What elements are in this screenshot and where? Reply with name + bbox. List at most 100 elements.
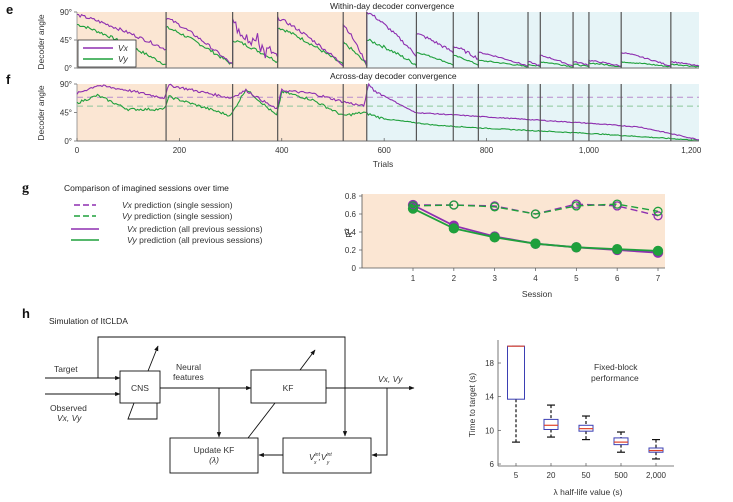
panel-e-plot: 0° 45° 90° [60, 8, 700, 73]
e-vx-line [77, 10, 700, 68]
box-xtick-label: 5 [514, 471, 519, 480]
vy-sup: int [327, 452, 333, 458]
box-ytick-label: 10 [485, 426, 494, 435]
cns-adapt-arrow [147, 345, 159, 372]
box-ylabel: Time to target (s) [467, 373, 477, 438]
f-xtick-label: 600 [377, 146, 391, 155]
f-xtick-label: 1,000 [579, 146, 600, 155]
box-ytick-label: 6 [490, 460, 495, 469]
vy-sub: y [326, 460, 330, 466]
kf-label: KF [283, 383, 294, 393]
box-xtick-label: 2,000 [646, 471, 667, 480]
f-ytick-label: 90° [60, 80, 72, 89]
legend-box [77, 39, 137, 68]
g-legend-label-1: Vy prediction (single session) [122, 211, 233, 221]
output-label: Vx, Vy [378, 374, 403, 384]
g-marker-3-5 [612, 243, 623, 255]
g-marker-3-4 [571, 242, 582, 253]
f-xtick-label: 800 [480, 146, 494, 155]
neural-label-2: features [173, 372, 204, 382]
kf-box [250, 369, 327, 404]
g-legend-rest: prediction (all previous sessions) [137, 235, 263, 245]
g-legend-italic: Vy [127, 235, 138, 245]
g-xtick-label: 5 [574, 274, 579, 283]
g-background [362, 194, 665, 268]
g-marker-3-6 [652, 245, 664, 257]
target-feedback-line [97, 336, 348, 437]
output-to-v-arrow [371, 388, 388, 458]
v-intent-box [282, 437, 372, 474]
g-legend-rest: prediction (single session) [132, 211, 233, 221]
panel-e-letter: e [6, 2, 13, 17]
panel-g-xlabel: Session [522, 289, 553, 299]
vx-sup: int [315, 452, 321, 458]
box-iqr-1 [543, 418, 559, 430]
v-intent-label: Vint x,Vint y [309, 452, 332, 466]
cns-box [119, 370, 161, 404]
g-marker-3-1 [448, 223, 459, 234]
diagram-labels: Target Observed Vx, Vy CNS Neural featur… [50, 362, 403, 466]
e-vy-line [76, 23, 700, 68]
g-ytick-label: 0.4 [345, 228, 357, 237]
observed-label: Observed [50, 403, 87, 413]
panel-g-ylabel: R2 [344, 228, 354, 238]
update-kf-box [169, 437, 259, 474]
e-shading-blue [366, 12, 699, 68]
box-ytick-label: 14 [485, 393, 494, 402]
f-shading-orange [77, 84, 367, 141]
box-ytick-label: 18 [485, 359, 494, 368]
f-ytick-label: 0° [64, 137, 72, 146]
box-iqr-0 [507, 345, 525, 400]
g-marker-3-2 [489, 232, 500, 243]
g-marker-1-2 [490, 202, 500, 212]
e-ytick-label: 90° [60, 8, 72, 17]
g-xtick-label: 7 [656, 274, 661, 283]
g-marker-0-6 [653, 211, 663, 221]
block-diagram [45, 336, 415, 474]
panel-f-title: Across-day decoder convergence [330, 71, 457, 81]
g-xtick-label: 3 [492, 274, 497, 283]
vx-sub: x [313, 460, 317, 466]
g-legend-italic: Vx [127, 224, 138, 234]
panel-g-plot: 0 0.2 0.4 0.6 0.8 1 2 3 4 5 6 7 [345, 192, 665, 283]
g-ytick-label: 0 [352, 264, 357, 273]
panel-f-xlabel: Trials [373, 159, 393, 169]
f-xtick-label: 200 [173, 146, 187, 155]
panel-e-title: Within-day decoder convergence [330, 1, 455, 11]
box-xtick-label: 20 [547, 471, 556, 480]
panel-g-title: Comparison of imagined sessions over tim… [64, 183, 229, 193]
g-legend-italic: Vy [122, 211, 133, 221]
g-marker-1-1 [449, 200, 459, 210]
panel-f-letter: f [6, 72, 11, 87]
e-ytick-label: 45° [60, 36, 72, 45]
g-legend-label-3: Vy prediction (all previous sessions) [127, 235, 263, 245]
target-label: Target [54, 364, 78, 374]
box-xtick-label: 50 [582, 471, 591, 480]
cns-loop-line [127, 402, 158, 420]
box-xtick-label: 500 [614, 471, 628, 480]
f-xtick-label: 1,200 [681, 146, 702, 155]
panel-f-ylabel: Decoder angle [36, 85, 46, 141]
g-marker-1-6 [653, 206, 663, 216]
f-xtick-label: 400 [275, 146, 289, 155]
update-kf-lambda: (λ) [209, 455, 219, 465]
g-xtick-label: 6 [615, 274, 620, 283]
g-legend-italic: Vx [122, 200, 133, 210]
f-xtick-label: 0 [75, 146, 80, 155]
g-marker-1-3 [530, 209, 541, 219]
g-marker-1-5 [612, 199, 622, 209]
panel-h-letter: h [22, 306, 30, 321]
g-xtick-label: 2 [452, 274, 457, 283]
panel-g-letter: g [22, 181, 29, 196]
panel-f-plot: 0° 45° 90° 0 200 400 600 800 1,000 1,200 [60, 80, 702, 155]
f-vy-line [76, 88, 700, 141]
box-title-2: performance [591, 373, 639, 383]
cns-label: CNS [131, 383, 149, 393]
g-marker-3-3 [530, 238, 541, 249]
g-ytick-label: 0.8 [345, 192, 357, 201]
panel-e-legend: Vx Vy [77, 39, 137, 68]
kf-adapt-arrow [299, 349, 316, 371]
vx-v: V [309, 452, 316, 462]
update-to-kf-line [247, 402, 276, 439]
